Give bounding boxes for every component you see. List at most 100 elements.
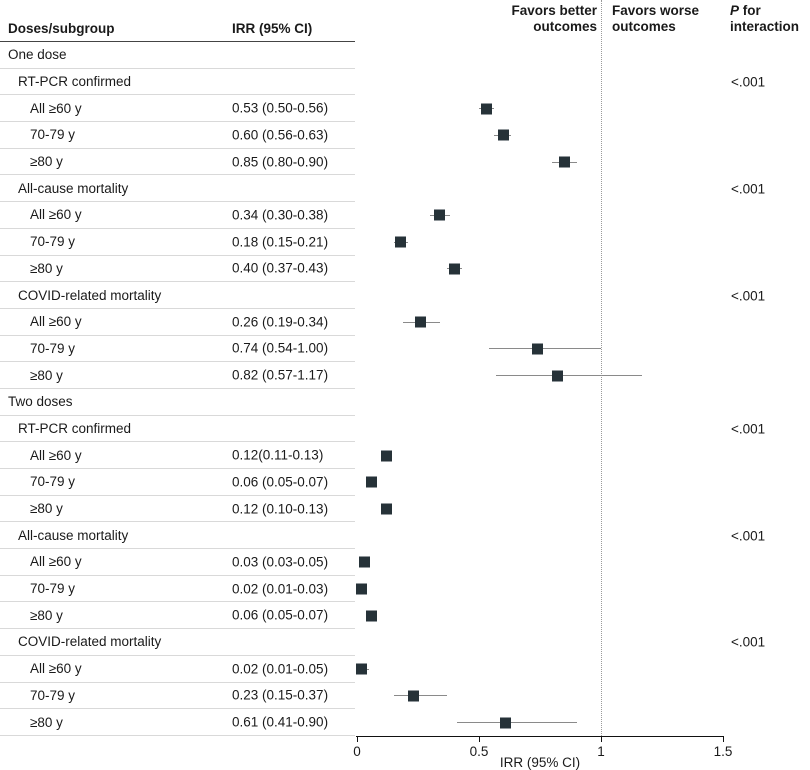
point-estimate-marker [366, 610, 378, 622]
row-label: All ≥60 y [30, 661, 82, 677]
row-irr-value: 0.02 (0.01-0.03) [232, 581, 329, 597]
axis-tick [357, 736, 358, 742]
column-header-irr-ci: IRR (95% CI) [232, 21, 313, 36]
dose-group-row: Two doses [0, 389, 810, 416]
point-estimate-marker [532, 343, 544, 355]
row-label: 70-79 y [30, 581, 76, 597]
point-estimate-marker [414, 316, 426, 328]
row-left-cell: All ≥60 y 0.26 (0.19-0.34) [0, 309, 355, 336]
point-estimate-marker [434, 209, 446, 221]
row-irr-value: 0.85 (0.80-0.90) [232, 154, 329, 170]
point-estimate-marker [366, 476, 378, 488]
forest-row: ≥80 y 0.85 (0.80-0.90) [0, 149, 810, 176]
point-estimate-marker [500, 717, 512, 729]
forest-row: ≥80 y 0.82 (0.57-1.17) [0, 362, 810, 389]
point-estimate-marker [558, 156, 570, 168]
forest-row: All ≥60 y 0.12(0.11-0.13) [0, 442, 810, 469]
row-left-cell: All ≥60 y 0.02 (0.01-0.05) [0, 656, 355, 683]
row-left-cell: 70-79 y 0.02 (0.01-0.03) [0, 576, 355, 603]
row-left-cell: Two doses [0, 389, 355, 416]
row-left-cell: All ≥60 y 0.03 (0.03-0.05) [0, 549, 355, 576]
row-irr-value: 0.82 (0.57-1.17) [232, 367, 329, 383]
row-label: One dose [8, 47, 67, 63]
axis-tick-label: 1 [597, 744, 605, 759]
p-interaction-value: <.001 [731, 421, 766, 437]
point-estimate-marker [358, 556, 370, 568]
p-interaction-value: <.001 [731, 528, 766, 544]
axis-tick-label: 0 [353, 744, 361, 759]
row-left-cell: All ≥60 y 0.12(0.11-0.13) [0, 442, 355, 469]
row-label: ≥80 y [30, 367, 63, 383]
row-irr-value: 0.06 (0.05-0.07) [232, 474, 329, 490]
forest-row: 70-79 y 0.74 (0.54-1.00) [0, 336, 810, 363]
row-left-cell: RT-PCR confirmed [0, 69, 355, 96]
point-estimate-marker [551, 370, 563, 382]
x-axis-title: IRR (95% CI) [499, 755, 581, 770]
row-left-cell: ≥80 y 0.61 (0.41-0.90) [0, 709, 355, 736]
row-label: RT-PCR confirmed [18, 420, 132, 436]
forest-row: 70-79 y 0.60 (0.56-0.63) [0, 122, 810, 149]
row-label: All ≥60 y [30, 100, 82, 116]
row-label: All-cause mortality [18, 527, 129, 543]
point-estimate-marker [356, 583, 368, 595]
point-estimate-marker [497, 129, 509, 141]
row-left-cell: 70-79 y 0.74 (0.54-1.00) [0, 336, 355, 363]
row-irr-value: 0.53 (0.50-0.56) [232, 100, 329, 116]
point-estimate-marker [356, 663, 368, 675]
row-left-cell: ≥80 y 0.06 (0.05-0.07) [0, 602, 355, 630]
forest-row: ≥80 y 0.40 (0.37-0.43) [0, 256, 810, 283]
row-label: COVID-related mortality [18, 634, 162, 650]
point-estimate-marker [395, 236, 407, 248]
axis-tick [479, 736, 480, 742]
point-estimate-marker [480, 103, 492, 115]
row-left-cell: All-cause mortality [0, 522, 355, 550]
row-label: All ≥60 y [30, 447, 82, 463]
row-irr-value: 0.06 (0.05-0.07) [232, 607, 329, 623]
row-label: ≥80 y [30, 154, 63, 170]
row-irr-value: 0.74 (0.54-1.00) [232, 340, 329, 356]
row-left-cell: ≥80 y 0.85 (0.80-0.90) [0, 149, 355, 176]
ci-line [496, 375, 643, 377]
forest-row: ≥80 y 0.12 (0.10-0.13) [0, 496, 810, 523]
outcome-subheader-row: All-cause mortality <.001 [0, 522, 810, 550]
row-irr-value: 0.26 (0.19-0.34) [232, 314, 329, 330]
favors-better-label: Favors better outcomes [511, 3, 597, 34]
row-label: 70-79 y [30, 474, 76, 490]
row-label: RT-PCR confirmed [18, 74, 132, 90]
forest-row: 70-79 y 0.02 (0.01-0.03) [0, 576, 810, 603]
ci-line [457, 722, 577, 724]
point-estimate-marker [380, 450, 392, 462]
row-label: COVID-related mortality [18, 287, 162, 303]
row-irr-value: 0.02 (0.01-0.05) [232, 661, 329, 677]
row-irr-value: 0.60 (0.56-0.63) [232, 127, 329, 143]
row-label: 70-79 y [30, 127, 76, 143]
favors-worse-label: Favors worse outcomes [612, 3, 700, 34]
row-left-cell: ≥80 y 0.12 (0.10-0.13) [0, 496, 355, 523]
forest-row: All ≥60 y 0.26 (0.19-0.34) [0, 309, 810, 336]
outcome-subheader-row: COVID-related mortality <.001 [0, 282, 810, 309]
p-header-text: for interaction [730, 3, 800, 34]
row-left-cell: 70-79 y 0.06 (0.05-0.07) [0, 469, 355, 496]
row-label: ≥80 y [30, 714, 63, 730]
row-left-cell: ≥80 y 0.82 (0.57-1.17) [0, 362, 355, 389]
row-label: All ≥60 y [30, 314, 82, 330]
header-rule [0, 41, 355, 42]
point-estimate-marker [380, 503, 392, 515]
dose-group-row: One dose [0, 42, 810, 69]
row-left-cell: RT-PCR confirmed [0, 416, 355, 443]
row-irr-value: 0.61 (0.41-0.90) [232, 714, 329, 730]
row-label: 70-79 y [30, 234, 76, 250]
row-label: 70-79 y [30, 340, 76, 356]
row-left-cell: All ≥60 y 0.53 (0.50-0.56) [0, 95, 355, 123]
forest-row: All ≥60 y 0.34 (0.30-0.38) [0, 202, 810, 229]
outcome-subheader-row: COVID-related mortality <.001 [0, 629, 810, 656]
axis-tick-label: 1.5 [713, 744, 733, 759]
p-interaction-value: <.001 [731, 634, 766, 650]
row-left-cell: One dose [0, 42, 355, 69]
forest-rows: One dose RT-PCR confirmed <.001 All ≥60 y 0.… [0, 42, 810, 736]
row-label: 70-79 y [30, 687, 76, 703]
row-label: All ≥60 y [30, 207, 82, 223]
forest-row: 70-79 y 0.23 (0.15-0.37) [0, 683, 810, 710]
forest-row: ≥80 y 0.06 (0.05-0.07) [0, 602, 810, 630]
